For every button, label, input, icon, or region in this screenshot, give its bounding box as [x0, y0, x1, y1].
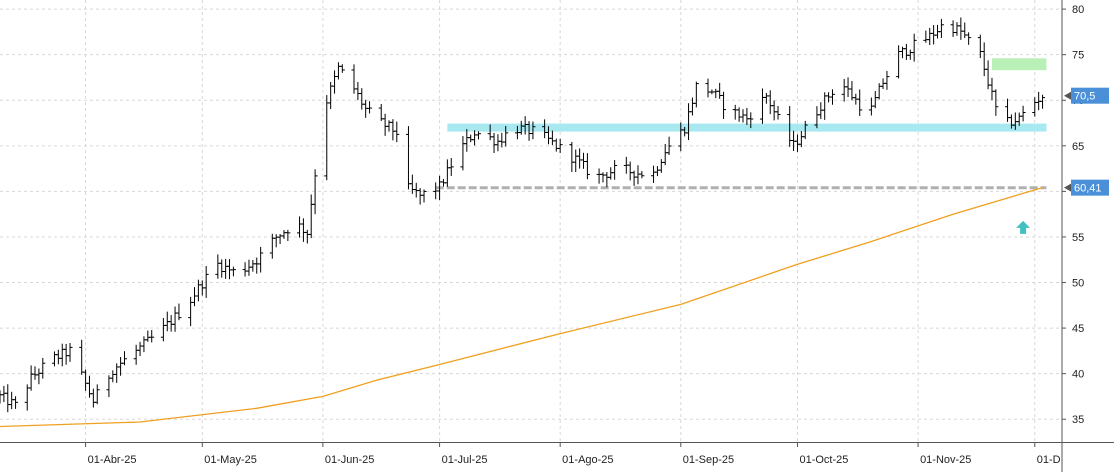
y-tick-label: 55 — [1072, 232, 1084, 244]
x-tick-label: 01-Abr-25 — [88, 454, 137, 466]
moving-average-value-label-box — [1071, 179, 1109, 196]
x-tick-label: 01-Ago-25 — [562, 454, 613, 466]
signal-arrow-up-icon — [1016, 220, 1031, 234]
x-tick-label: 01-Jul-25 — [442, 454, 488, 466]
last-price-label-pointer-icon — [1064, 91, 1071, 100]
y-tick-label: 35 — [1072, 414, 1084, 426]
y-tick-label: 80 — [1072, 4, 1084, 16]
overlay-layer — [435, 58, 1047, 234]
ohlc-bars-layer — [0, 17, 1046, 413]
x-tick-label: 01-May-25 — [204, 454, 257, 466]
y-tick-label: 65 — [1072, 141, 1084, 153]
moving-average-layer — [0, 186, 1043, 428]
x-tick-label: 01-Nov-25 — [920, 454, 971, 466]
x-tick-label: 01-Jun-25 — [325, 454, 375, 466]
support-band — [447, 123, 1047, 132]
x-tick-label: 01-D — [1037, 454, 1061, 466]
moving-average-value-label-text: 60,41 — [1074, 183, 1102, 195]
y-tick-label: 45 — [1072, 323, 1084, 335]
y-tick-label: 50 — [1072, 278, 1084, 290]
moving-average-value-label-pointer-icon — [1064, 183, 1071, 192]
moving-average-line — [0, 186, 1043, 428]
y-tick-label: 75 — [1072, 50, 1084, 62]
last-price-label-text: 70,5 — [1074, 91, 1095, 103]
grid-layer — [0, 0, 1062, 442]
resistance-box — [991, 58, 1047, 71]
x-tick-label: 01-Oct-25 — [799, 454, 848, 466]
y-tick-label: 40 — [1072, 369, 1084, 381]
x-tick-label: 01-Sep-25 — [683, 454, 734, 466]
last-price-label-box — [1071, 87, 1109, 104]
